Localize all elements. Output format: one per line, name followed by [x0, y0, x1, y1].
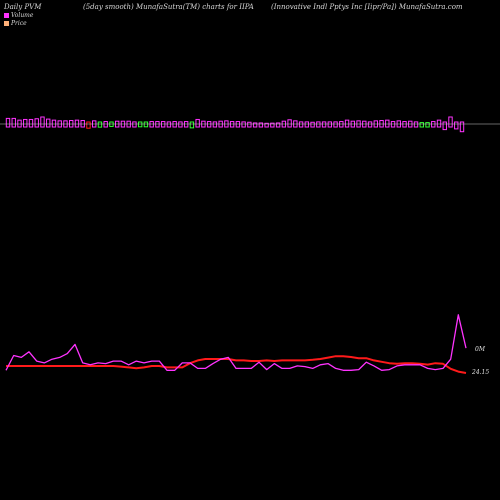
volume-bar [74, 119, 80, 128]
volume-bar [34, 118, 39, 128]
volume-bar [459, 121, 465, 133]
volume-bar [321, 121, 327, 128]
volume-bar [333, 121, 338, 128]
volume-bar [51, 119, 57, 128]
volume-bar [327, 121, 333, 128]
legend-price-label: Price [11, 20, 27, 27]
volume-bar [212, 121, 218, 128]
volume-bar [310, 121, 315, 128]
volume-bar [40, 116, 45, 128]
volume-bar [442, 121, 447, 131]
price-volume-lines [5, 314, 467, 374]
legend-volume-label: Volume [11, 12, 34, 19]
volume-bar [344, 119, 350, 128]
volume-bar [28, 118, 34, 128]
volume-bar [23, 118, 28, 128]
volume-bars [5, 116, 465, 133]
chart-type-label: Daily PVM [4, 3, 42, 11]
volume-bar [132, 121, 137, 128]
volume-bar [11, 117, 16, 128]
volume-bar [97, 121, 103, 128]
volume-bar [270, 122, 275, 128]
price-last-label: 24.15 [471, 369, 489, 376]
volume-bar [316, 121, 321, 128]
volume-bar [448, 116, 453, 128]
volume-bar [425, 122, 430, 128]
volume-bar [46, 118, 51, 128]
legend-price: Price [4, 20, 27, 27]
chart-title: (5day smooth) MunafaSutra(TM) charts for… [83, 3, 254, 11]
volume-bar [258, 122, 264, 128]
volume-bar [178, 121, 183, 128]
volume-bar [5, 117, 11, 128]
legend-price-swatch [4, 21, 9, 26]
volume-bar [264, 122, 269, 128]
volume-bar [298, 121, 304, 128]
volume-bar [385, 119, 390, 128]
price-line [6, 355, 467, 374]
volume-bar [304, 121, 310, 128]
volume-bar [413, 121, 419, 128]
volume-bar [287, 119, 292, 128]
legend-volume-swatch [4, 13, 9, 18]
volume-bar [436, 119, 442, 128]
volume-bar [367, 121, 373, 128]
volume-bar [454, 121, 459, 130]
volume-bar [419, 122, 424, 128]
volume-bar [143, 121, 149, 128]
volume-bar [247, 121, 252, 128]
volume-bar [137, 121, 143, 128]
volume-last-label: 0M [475, 346, 486, 353]
volume-bar [166, 121, 172, 128]
volume-bar [17, 119, 22, 128]
volume-bar [252, 122, 258, 128]
volume-line [5, 314, 467, 371]
company-label: (Innovative Indl Pptys Inc [Iipr/Pa]) Mu… [271, 3, 463, 11]
volume-bar [241, 121, 246, 128]
legend-volume: Volume [4, 12, 33, 19]
volume-bar [275, 122, 281, 128]
volume-bar [86, 121, 91, 129]
volume-bar [189, 121, 195, 129]
volume-bar [195, 118, 200, 128]
